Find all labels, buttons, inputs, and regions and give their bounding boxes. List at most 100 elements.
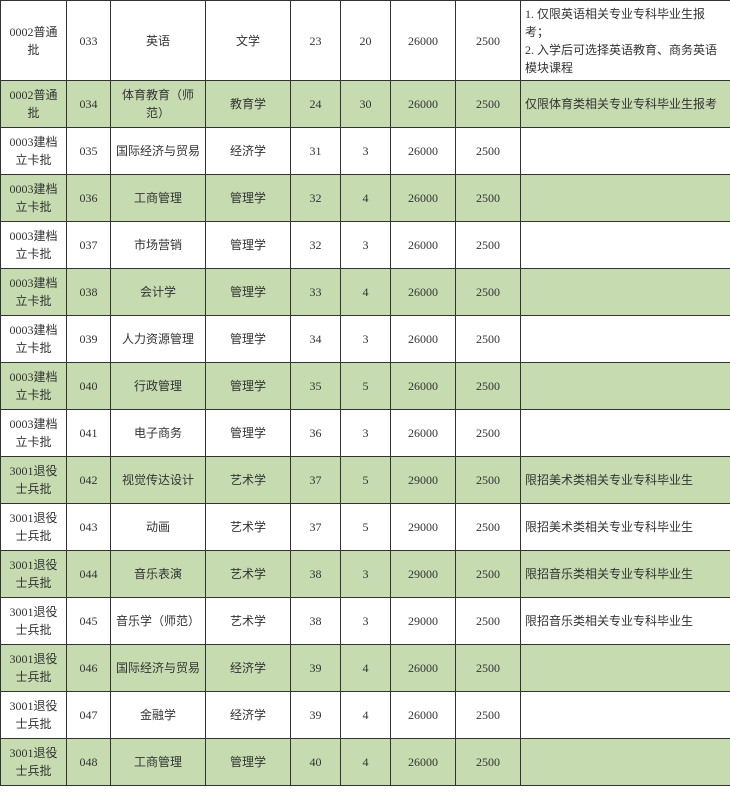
table-row: 3001退役士兵批042视觉传达设计艺术学375290002500限招美术类相关… <box>1 457 730 504</box>
table-cell: 29000 <box>391 551 456 598</box>
table-cell: 管理学 <box>206 739 291 786</box>
table-cell: 033 <box>67 1 111 81</box>
table-cell: 经济学 <box>206 645 291 692</box>
table-cell <box>521 316 730 363</box>
table-cell: 限招音乐类相关专业专科毕业生 <box>521 551 730 598</box>
table-cell: 3001退役士兵批 <box>1 645 67 692</box>
table-cell: 艺术学 <box>206 457 291 504</box>
table-cell: 3001退役士兵批 <box>1 739 67 786</box>
table-row: 3001退役士兵批043动画艺术学375290002500限招美术类相关专业专科… <box>1 504 730 551</box>
table-cell: 039 <box>67 316 111 363</box>
table-cell: 046 <box>67 645 111 692</box>
table-row: 0003建档立卡批037市场营销管理学323260002500 <box>1 222 730 269</box>
table-cell: 文学 <box>206 1 291 81</box>
table-cell: 048 <box>67 739 111 786</box>
table-cell: 4 <box>341 692 391 739</box>
table-row: 3001退役士兵批046国际经济与贸易经济学394260002500 <box>1 645 730 692</box>
table-cell: 仅限体育类相关专业专科毕业生报考 <box>521 81 730 128</box>
table-cell: 英语 <box>111 1 206 81</box>
table-cell: 1. 仅限英语相关专业专科毕业生报考；2. 入学后可选择英语教育、商务英语模块课… <box>521 1 730 81</box>
table-cell: 2500 <box>456 81 521 128</box>
table-cell: 26000 <box>391 692 456 739</box>
table-cell: 金融学 <box>111 692 206 739</box>
table-cell: 市场营销 <box>111 222 206 269</box>
table-cell: 限招美术类相关专业专科毕业生 <box>521 457 730 504</box>
table-cell: 2500 <box>456 598 521 645</box>
table-cell: 5 <box>341 504 391 551</box>
table-cell: 管理学 <box>206 363 291 410</box>
table-cell: 33 <box>291 269 341 316</box>
table-cell: 35 <box>291 363 341 410</box>
table-cell: 29000 <box>391 598 456 645</box>
table-cell: 041 <box>67 410 111 457</box>
table-cell <box>521 175 730 222</box>
table-cell: 体育教育（师范） <box>111 81 206 128</box>
table-cell: 艺术学 <box>206 504 291 551</box>
table-cell: 36 <box>291 410 341 457</box>
table-cell: 2500 <box>456 551 521 598</box>
table-row: 3001退役士兵批044音乐表演艺术学383290002500限招音乐类相关专业… <box>1 551 730 598</box>
table-cell: 0002普通批 <box>1 81 67 128</box>
table-cell: 037 <box>67 222 111 269</box>
table-cell: 34 <box>291 316 341 363</box>
table-cell: 艺术学 <box>206 551 291 598</box>
table-cell: 2500 <box>456 739 521 786</box>
table-cell: 工商管理 <box>111 739 206 786</box>
table-row: 3001退役士兵批045音乐学（师范）艺术学383290002500限招音乐类相… <box>1 598 730 645</box>
table-cell: 0003建档立卡批 <box>1 269 67 316</box>
table-cell: 3 <box>341 410 391 457</box>
table-cell: 044 <box>67 551 111 598</box>
table-row: 0003建档立卡批040行政管理管理学355260002500 <box>1 363 730 410</box>
table-cell: 2500 <box>456 692 521 739</box>
table-cell: 管理学 <box>206 175 291 222</box>
table-cell: 3 <box>341 222 391 269</box>
table-cell: 3 <box>341 128 391 175</box>
table-cell: 26000 <box>391 175 456 222</box>
admissions-table: 0002普通批033英语文学23202600025001. 仅限英语相关专业专科… <box>0 0 730 786</box>
table-cell <box>521 128 730 175</box>
table-cell: 0003建档立卡批 <box>1 316 67 363</box>
table-row: 0002普通批033英语文学23202600025001. 仅限英语相关专业专科… <box>1 1 730 81</box>
table-cell: 32 <box>291 222 341 269</box>
table-cell: 音乐表演 <box>111 551 206 598</box>
table-cell: 经济学 <box>206 692 291 739</box>
table-cell: 国际经济与贸易 <box>111 645 206 692</box>
table-cell: 4 <box>341 645 391 692</box>
table-cell: 电子商务 <box>111 410 206 457</box>
table-cell: 3 <box>341 316 391 363</box>
table-cell: 034 <box>67 81 111 128</box>
table-cell: 038 <box>67 269 111 316</box>
table-cell: 3001退役士兵批 <box>1 457 67 504</box>
table-cell: 29000 <box>391 504 456 551</box>
table-cell: 26000 <box>391 363 456 410</box>
table-cell: 管理学 <box>206 316 291 363</box>
table-cell: 会计学 <box>111 269 206 316</box>
table-cell: 2500 <box>456 128 521 175</box>
table-cell: 限招美术类相关专业专科毕业生 <box>521 504 730 551</box>
table-cell: 26000 <box>391 128 456 175</box>
table-cell: 26000 <box>391 1 456 81</box>
table-cell: 2500 <box>456 316 521 363</box>
table-cell: 26000 <box>391 269 456 316</box>
table-cell: 042 <box>67 457 111 504</box>
table-row: 0002普通批034体育教育（师范）教育学2430260002500仅限体育类相… <box>1 81 730 128</box>
table-cell <box>521 645 730 692</box>
table-cell: 4 <box>341 175 391 222</box>
table-cell <box>521 363 730 410</box>
table-cell: 2500 <box>456 269 521 316</box>
table-cell: 限招音乐类相关专业专科毕业生 <box>521 598 730 645</box>
table-cell: 29000 <box>391 457 456 504</box>
table-row: 0003建档立卡批035国际经济与贸易经济学313260002500 <box>1 128 730 175</box>
table-cell: 经济学 <box>206 128 291 175</box>
table-row: 0003建档立卡批041电子商务管理学363260002500 <box>1 410 730 457</box>
table-cell: 39 <box>291 645 341 692</box>
table-cell: 管理学 <box>206 269 291 316</box>
table-cell: 0003建档立卡批 <box>1 175 67 222</box>
table-cell: 艺术学 <box>206 598 291 645</box>
table-row: 0003建档立卡批039人力资源管理管理学343260002500 <box>1 316 730 363</box>
table-cell: 4 <box>341 269 391 316</box>
table-cell: 036 <box>67 175 111 222</box>
table-cell: 2500 <box>456 363 521 410</box>
table-cell: 0003建档立卡批 <box>1 410 67 457</box>
table-cell: 动画 <box>111 504 206 551</box>
